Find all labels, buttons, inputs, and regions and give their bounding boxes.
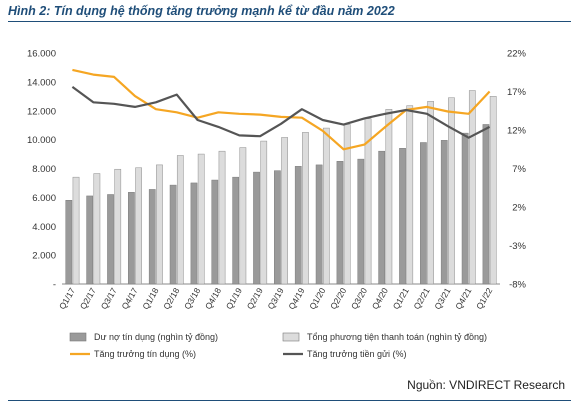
source-note: Nguồn: VNDIRECT Research (407, 378, 565, 392)
credit-growth-line (72, 68, 491, 151)
figure-title: Hình 2: Tín dụng hệ thống tăng trưởng mạ… (8, 4, 395, 18)
credit-bar (190, 182, 198, 285)
credit-bar (86, 195, 94, 285)
x-tick-label: Q2/18 (161, 286, 181, 311)
left-tick-label: 4.000 (32, 222, 56, 233)
left-tick-label: 8.000 (32, 164, 56, 175)
x-tick-label: Q1/22 (474, 286, 494, 311)
money-supply-bar (218, 150, 226, 285)
credit-bar (440, 140, 448, 285)
money-supply-bar (93, 173, 101, 285)
x-tick-label: Q2/17 (78, 286, 98, 311)
money-supply-bar (135, 167, 142, 285)
x-tick-label: Q1/21 (391, 286, 411, 311)
credit-bar (169, 184, 177, 285)
right-tick-label: -8% (509, 280, 526, 291)
credit-bar (357, 158, 365, 285)
line-series (71, 68, 491, 151)
x-tick-label: Q4/20 (370, 286, 390, 311)
x-tick-label: Q3/19 (265, 286, 285, 311)
right-tick-label: -3% (509, 241, 526, 252)
money-supply-bar (281, 137, 288, 285)
money-supply-bar (427, 101, 434, 285)
x-axis-ticks: Q1/17 Q2/17 Q3/17 Q4/17 Q1/18 Q2/18 Q3/18 Q4/18… (57, 286, 495, 311)
left-tick-label: - (53, 280, 56, 291)
combo-chart: - 2.000 4.000 6.000 8.000 10.000 12.000 14.000 1… (27, 49, 527, 360)
legend: Dư nợ tín dụng (nghìn tỷ đồng) Tổng phươn… (69, 332, 487, 359)
credit-bar (128, 192, 135, 285)
money-supply-bar (302, 132, 309, 285)
x-tick-label: Q3/20 (349, 286, 369, 311)
money-supply-bar (448, 97, 455, 285)
credit-bar (420, 142, 427, 285)
left-tick-label: 10.000 (27, 135, 56, 146)
x-tick-label: Q1/18 (140, 286, 160, 311)
x-tick-label: Q4/19 (286, 286, 306, 311)
credit-bar (232, 176, 240, 285)
legend-money-supply-bar-swatch (282, 332, 300, 342)
left-tick-label: 12.000 (27, 106, 56, 117)
right-axis-ticks: -8% -3% 2% 7% 12% 17% 22% (507, 49, 527, 291)
x-tick-label: Q4/17 (119, 286, 139, 311)
left-axis-ticks: - 2.000 4.000 6.000 8.000 10.000 12.000 14.000 1… (27, 49, 56, 291)
legend-deposit-growth-label: Tăng trưởng tiền gửi (%) (307, 349, 407, 359)
money-supply-bar (114, 168, 122, 285)
money-supply-bar (156, 164, 163, 285)
legend-credit-growth-label: Tăng trưởng tín dụng (%) (94, 349, 196, 359)
x-tick-label: Q2/21 (411, 286, 431, 311)
money-supply-bar (322, 127, 330, 285)
left-tick-label: 14.000 (27, 77, 56, 88)
credit-bar (315, 164, 323, 285)
credit-bar (274, 170, 281, 285)
credit-bar (461, 132, 469, 285)
money-supply-bar (260, 140, 268, 285)
money-supply-bar (385, 109, 393, 285)
x-tick-label: Q3/17 (99, 286, 119, 311)
money-supply-bar (489, 96, 497, 285)
credit-bar (107, 194, 114, 285)
x-tick-label: Q4/21 (453, 286, 473, 311)
credit-bar (399, 148, 406, 285)
left-tick-label: 6.000 (32, 193, 56, 204)
x-tick-label: Q1/17 (57, 286, 77, 311)
money-supply-bar (197, 153, 205, 285)
credit-bar (294, 166, 302, 285)
x-tick-label: Q3/21 (432, 286, 452, 311)
credit-bar (211, 179, 219, 285)
money-supply-bar (406, 105, 414, 285)
money-supply-bar (72, 176, 80, 285)
left-tick-label: 2.000 (32, 251, 56, 262)
legend-credit-bar-swatch (69, 332, 87, 342)
right-tick-label: 2% (512, 203, 526, 214)
legend-money-supply-bar-label: Tổng phương tiện thanh toán (nghìn tỷ đồ… (307, 332, 487, 342)
title-rule (8, 21, 571, 22)
left-tick-label: 16.000 (27, 49, 56, 60)
credit-bar (378, 150, 386, 285)
credit-bar (65, 200, 73, 285)
credit-bar (336, 161, 344, 285)
deposit-growth-line (71, 86, 491, 139)
x-tick-label: Q4/18 (203, 286, 223, 311)
right-tick-label: 7% (512, 164, 526, 175)
money-supply-bar (176, 155, 184, 285)
bottom-rule (8, 400, 571, 401)
x-tick-label: Q3/18 (182, 286, 202, 311)
x-tick-label: Q2/20 (328, 286, 348, 311)
x-tick-label: Q2/19 (245, 286, 265, 311)
money-supply-bar (468, 90, 476, 285)
credit-bar (148, 189, 156, 285)
right-tick-label: 12% (507, 126, 527, 137)
x-tick-label: Q1/19 (224, 286, 244, 311)
credit-bar (482, 124, 490, 285)
right-tick-label: 17% (507, 87, 527, 98)
credit-bar (253, 171, 260, 285)
right-tick-label: 22% (507, 49, 527, 60)
money-supply-bar (239, 147, 247, 285)
bar-series (65, 90, 497, 285)
legend-credit-bar-label: Dư nợ tín dụng (nghìn tỷ đồng) (94, 332, 218, 342)
x-tick-label: Q1/20 (307, 286, 327, 311)
